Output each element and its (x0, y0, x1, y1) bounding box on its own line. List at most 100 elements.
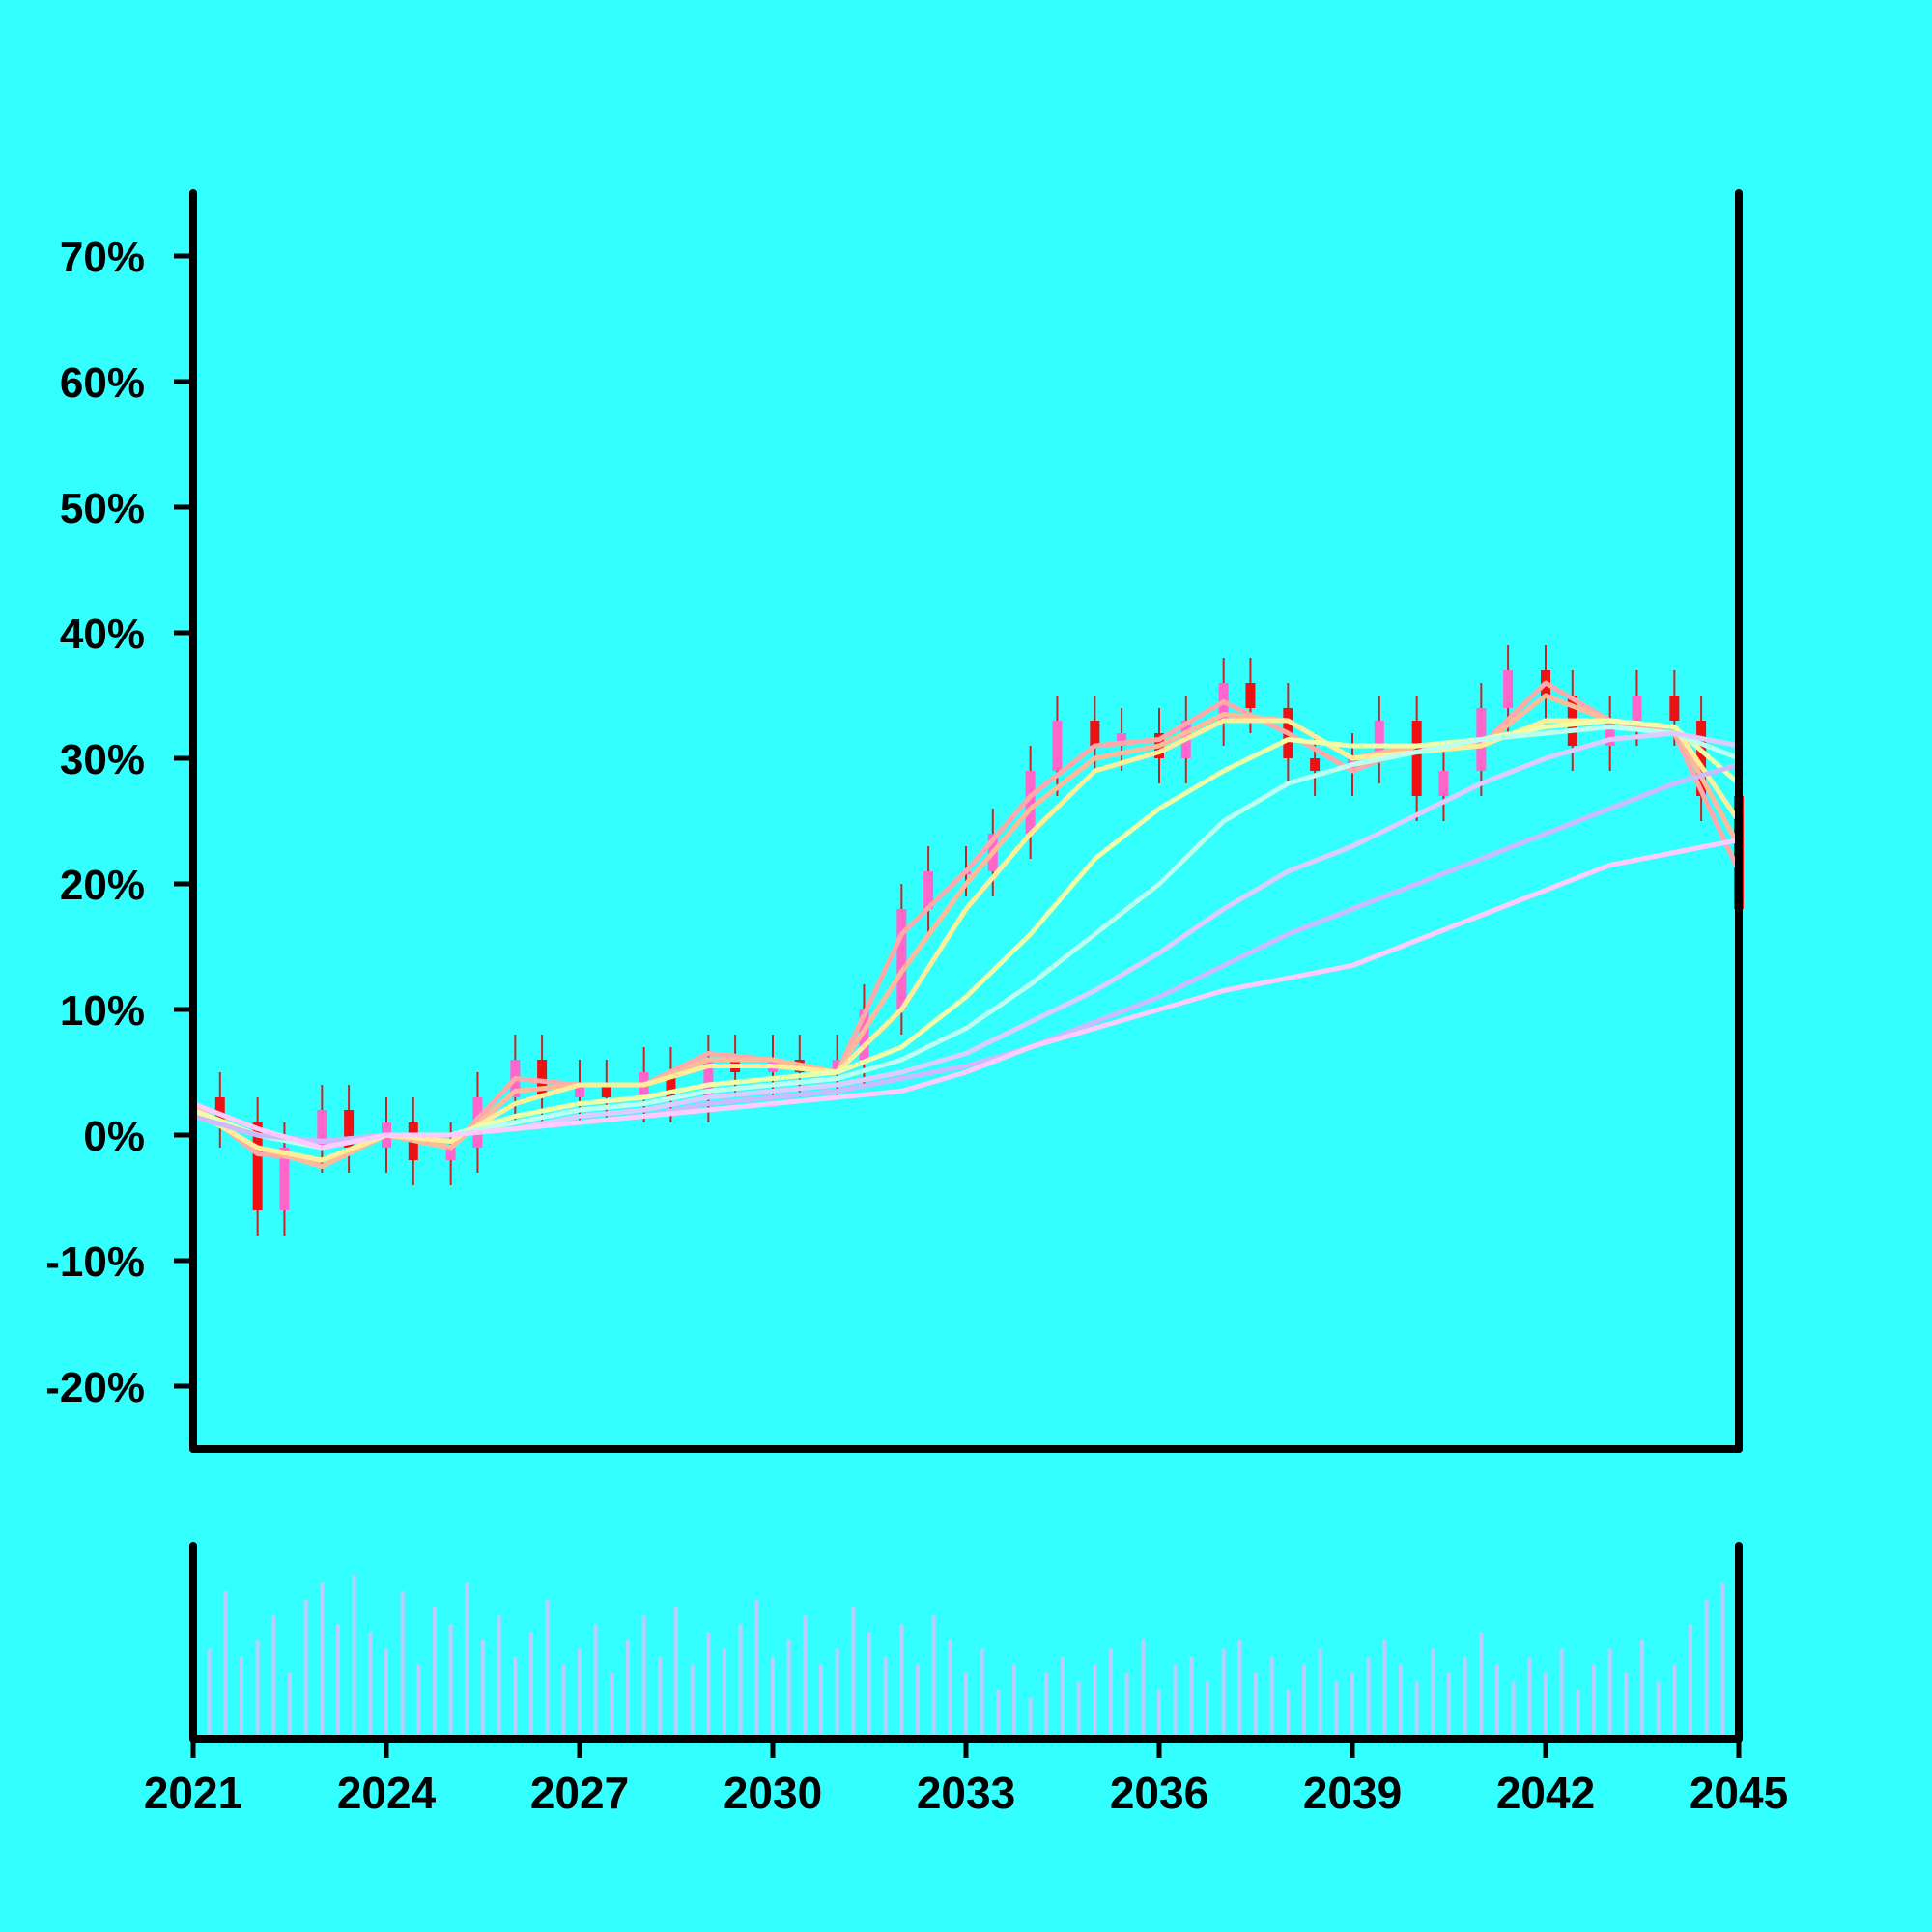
volume-bar (1720, 1582, 1725, 1739)
candle-body (445, 1148, 456, 1160)
moving-average-line (190, 718, 1742, 1151)
moving-average-lines (190, 680, 1742, 1169)
price-panel: -20% -10% 0% 10% 20% 30% 40% 50% 60% 70% (45, 189, 1744, 1453)
volume-bar (223, 1591, 228, 1739)
volume-bar (723, 1648, 726, 1739)
volume-bar (578, 1648, 582, 1739)
volume-bar (1640, 1640, 1644, 1739)
x-tick-label: 2042 (1496, 1768, 1595, 1818)
candle-body (1669, 696, 1680, 721)
candle-body (1025, 771, 1036, 834)
candle-body (1632, 696, 1642, 721)
volume-bar (835, 1648, 839, 1739)
candle-body (1374, 721, 1384, 758)
volume-bar (1044, 1673, 1049, 1739)
candle-body (575, 1085, 584, 1097)
y-tick-label: -20% (45, 1364, 145, 1411)
volume-bar (658, 1657, 663, 1739)
volume-bar (1318, 1648, 1322, 1739)
volume-bar (433, 1607, 437, 1739)
volume-bar (545, 1599, 550, 1739)
volume-bar (207, 1648, 212, 1739)
volume-bar (1269, 1657, 1274, 1739)
volume-bar (368, 1632, 373, 1739)
y-tick-label: 10% (60, 987, 145, 1035)
moving-average-line (190, 680, 1742, 1163)
volume-bar (916, 1664, 920, 1739)
volume-bar (690, 1664, 695, 1739)
volume-bar (288, 1673, 292, 1739)
y-tick-label: 30% (60, 736, 145, 783)
volume-bar (738, 1624, 743, 1739)
volume-bar (754, 1599, 759, 1739)
candle-body (214, 1097, 225, 1122)
volume-bar (1109, 1648, 1113, 1739)
volume-bar (513, 1657, 518, 1739)
volume-bar (1157, 1690, 1161, 1739)
x-axis-ticks: 2021 2024 2027 2030 2033 2036 2039 2042 2045 (144, 1739, 1788, 1818)
volume-bar (1254, 1673, 1258, 1739)
candle-body (1090, 721, 1100, 746)
volume-bar (1689, 1624, 1692, 1739)
candle-body (279, 1148, 290, 1210)
y-tick-label: 50% (60, 485, 145, 532)
y-tick-label: -10% (45, 1238, 145, 1286)
volume-bar (529, 1632, 533, 1739)
volume-bar (819, 1664, 823, 1739)
volume-bar (1544, 1673, 1548, 1739)
volume-bar (1511, 1681, 1516, 1739)
x-tick-label: 2030 (724, 1768, 822, 1818)
volume-bar (448, 1624, 453, 1739)
candle-body (601, 1085, 611, 1097)
moving-average-line (190, 693, 1742, 1169)
moving-average-line (190, 718, 1742, 1163)
volume-bar (1189, 1657, 1194, 1739)
volume-bar (1559, 1648, 1564, 1739)
volume-bar (867, 1632, 871, 1739)
volume-bar (1221, 1648, 1226, 1739)
volume-bar (1592, 1664, 1596, 1739)
volume-bar (1704, 1599, 1709, 1739)
y-tick-label: 70% (60, 234, 145, 281)
volume-bar (1447, 1673, 1451, 1739)
volume-bar (1495, 1664, 1499, 1739)
candle-body (1438, 771, 1449, 796)
volume-bar (1286, 1690, 1291, 1739)
candle-body (537, 1060, 548, 1097)
x-tick-label: 2027 (530, 1768, 629, 1818)
volume-bar (626, 1640, 630, 1739)
volume-bar (1527, 1657, 1532, 1739)
volume-bar (240, 1657, 243, 1739)
volume-bar (416, 1664, 421, 1739)
volume-bar (1076, 1681, 1081, 1739)
volume-bar (996, 1690, 1001, 1739)
candle-body (1245, 683, 1256, 708)
volume-bar (593, 1624, 598, 1739)
volume-bar (706, 1632, 711, 1739)
volume-bar (1479, 1632, 1484, 1739)
candle-body (1605, 721, 1615, 746)
volume-bar (1093, 1664, 1097, 1739)
candle-body (666, 1072, 676, 1097)
volume-bar (610, 1673, 614, 1739)
volume-bar (1237, 1640, 1242, 1739)
x-tick-label: 2033 (917, 1768, 1015, 1818)
volume-bar (352, 1575, 356, 1739)
volume-bar (964, 1673, 968, 1739)
volume-bars (191, 1575, 1725, 1739)
volume-bar (1366, 1657, 1371, 1739)
volume-bar (1576, 1690, 1580, 1739)
candle-body (1052, 721, 1063, 771)
moving-average-line (190, 724, 1742, 1151)
volume-bar (674, 1607, 678, 1739)
volume-bar (1463, 1657, 1467, 1739)
volume-bar (336, 1624, 340, 1739)
volume-bar (1431, 1648, 1435, 1739)
volume-bar (1334, 1681, 1339, 1739)
volume-bar (851, 1607, 856, 1739)
volume-bar (1350, 1673, 1354, 1739)
moving-average-line (190, 730, 1742, 1144)
volume-bar (1141, 1640, 1146, 1739)
candle-body (344, 1110, 355, 1148)
candle-body (703, 1060, 714, 1097)
